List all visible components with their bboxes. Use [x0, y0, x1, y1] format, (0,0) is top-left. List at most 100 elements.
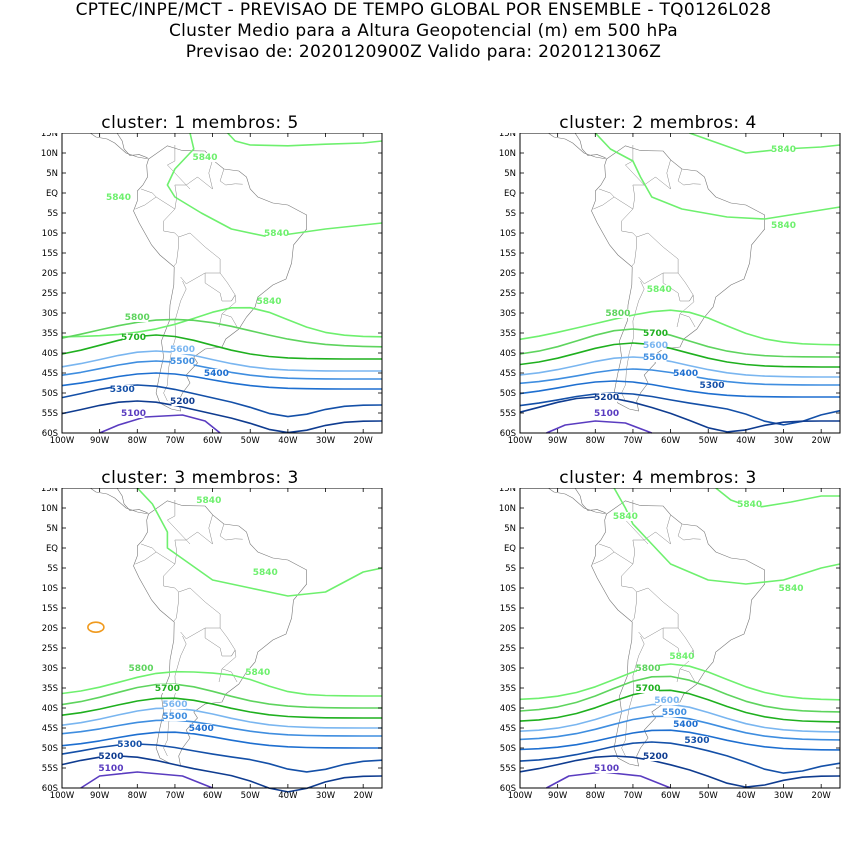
map-frame	[61, 488, 383, 789]
lat-tick-label: 40S	[500, 704, 516, 714]
lon-tick-label: 60W	[661, 436, 681, 446]
contour-label: 5300	[110, 385, 135, 395]
contour-5400	[61, 372, 382, 390]
lat-tick-label: 5S	[505, 564, 516, 574]
lat-tick-label: 60S	[500, 784, 516, 794]
country-border	[644, 159, 672, 190]
lon-tick-label: 40W	[736, 791, 756, 801]
lon-tick-label: 30W	[774, 791, 794, 801]
country-border	[677, 523, 701, 541]
contour-label: 5840	[193, 153, 218, 163]
header-line-1: CPTEC/INPE/MCT - PREVISAO DE TEMPO GLOBA…	[75, 0, 772, 20]
lon-tick-label: 70W	[623, 436, 643, 446]
coastline-south-america	[133, 145, 307, 412]
lon-tick-label: 100W	[50, 791, 75, 801]
contour-5100	[99, 414, 221, 434]
lon-tick-label: 40W	[278, 791, 298, 801]
lat-tick-label: 5N	[504, 169, 516, 179]
contour-5800	[519, 675, 841, 713]
contour-5400	[519, 380, 840, 398]
lat-tick-label: 35S	[500, 684, 516, 694]
lat-tick-label: 50S	[42, 744, 58, 754]
country-border	[621, 280, 645, 402]
contour-label: 5840	[771, 221, 796, 231]
coastline-central-america	[116, 133, 148, 159]
country-border	[219, 168, 243, 186]
contour-label: 5400	[673, 720, 698, 730]
lat-tick-label: 60S	[500, 429, 516, 439]
map-frame	[61, 133, 383, 434]
contour-label: 5840	[106, 193, 131, 203]
map-panel-cluster-4: cluster: 4 membros: 3 5840 5840 5840 5840 58…	[458, 468, 847, 868]
country-border	[141, 539, 187, 565]
contour-label: 5840	[264, 229, 289, 239]
contour-5300	[61, 743, 383, 773]
lat-tick-label: 55S	[42, 409, 58, 419]
country-border	[135, 196, 157, 210]
contour-5400	[519, 729, 841, 751]
contour-5840	[715, 488, 840, 509]
lat-tick-label: 50S	[500, 389, 516, 399]
lat-tick-label: 30S	[42, 664, 58, 674]
lat-tick-label: 5N	[46, 169, 58, 179]
lat-tick-label: 15N	[41, 488, 58, 494]
country-border	[676, 668, 696, 683]
contour-5840	[689, 133, 841, 154]
lon-tick-label: 50W	[241, 436, 261, 446]
lat-tick-label: 10N	[499, 149, 516, 159]
lat-tick-label: EQ	[504, 544, 516, 554]
lon-tick-label: 20W	[812, 436, 832, 446]
lat-tick-label: 30S	[500, 664, 516, 674]
map-panel-cluster-2: cluster: 2 membros: 4 5840 5840 5840 5800 57…	[458, 113, 847, 513]
lon-tick-label: 100W	[508, 791, 533, 801]
lat-tick-label: 20S	[42, 624, 58, 634]
country-border	[621, 563, 637, 622]
contour-5100	[80, 771, 213, 789]
lon-tick-label: 70W	[165, 791, 185, 801]
map-frame	[519, 488, 841, 789]
map-area: 5840 5840 5840 5800 5700 5600 5500 5400 5300 5200…	[41, 488, 383, 801]
lon-tick-label: 20W	[354, 791, 374, 801]
contour-label: 5840	[771, 145, 796, 155]
contour-5840	[613, 488, 841, 585]
lon-tick-label: 80W	[586, 791, 606, 801]
contour-label: 5500	[170, 357, 195, 367]
contour-label: 5100	[594, 409, 619, 419]
contour-5800	[519, 328, 841, 358]
lat-tick-label: 30S	[500, 309, 516, 319]
lon-tick-label: 40W	[736, 436, 756, 446]
lon-tick-label: 30W	[316, 436, 336, 446]
country-border	[662, 272, 694, 302]
header-line-3: Previsao de: 2020120900Z Valido para: 20…	[185, 42, 662, 62]
lat-tick-label: 25S	[500, 289, 516, 299]
contour-label: 5800	[605, 309, 630, 319]
lat-tick-label: 10N	[499, 504, 516, 514]
contour-label: 5600	[162, 700, 187, 710]
country-border	[621, 208, 637, 267]
contour-5840	[166, 133, 383, 238]
country-border	[644, 514, 672, 545]
map-area: 5840 5840 5840 5840 5800 5700 5600 5500 5400 5300…	[499, 488, 841, 801]
contour-label: 5840	[196, 496, 221, 506]
contour-label: 5840	[647, 285, 672, 295]
lat-tick-label: 15N	[499, 488, 516, 494]
lat-tick-label: 5N	[46, 524, 58, 534]
contour-label: 5300	[117, 740, 142, 750]
lon-tick-label: 50W	[699, 436, 719, 446]
contour-5700	[519, 689, 841, 723]
lon-tick-label: 30W	[316, 791, 336, 801]
contour-label: 5800	[635, 664, 660, 674]
lon-tick-label: 80W	[586, 436, 606, 446]
contour-label: 5840	[613, 512, 638, 522]
panel-title: cluster: 1 membros: 5	[101, 113, 299, 133]
map-area: 5840 5840 5840 5840 5800 5700 5600 5500 5400 5300…	[41, 133, 383, 446]
lat-tick-label: 35S	[42, 684, 58, 694]
lat-tick-label: 15N	[41, 133, 58, 139]
contour-label: 5700	[155, 684, 180, 694]
contour-5840	[227, 133, 383, 147]
contour-5100	[546, 771, 671, 789]
contour-5200	[519, 755, 841, 788]
contour-label: 5840	[245, 668, 270, 678]
contour-label: 5700	[635, 684, 660, 694]
